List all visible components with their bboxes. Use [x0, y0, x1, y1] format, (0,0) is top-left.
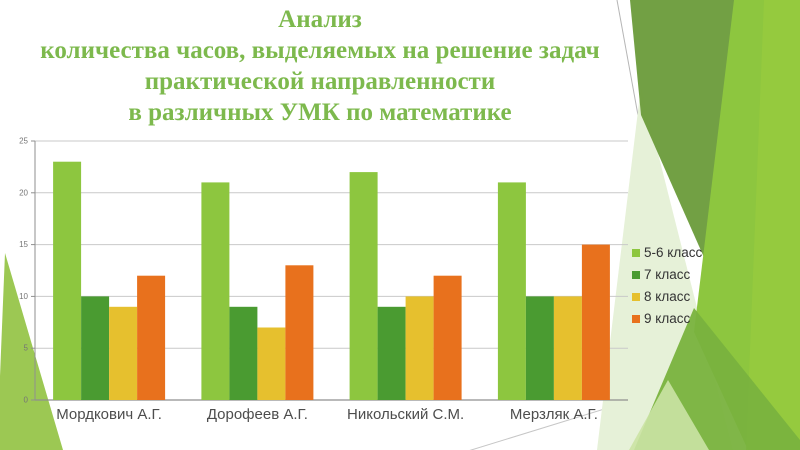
x-category-label: Мерзляк А.Г. [510, 406, 598, 423]
legend-marker-icon [632, 292, 640, 301]
slide-title-line: количества часов, выделяемых на решение … [40, 37, 600, 64]
y-tick-label: 10 [19, 292, 28, 301]
x-category-label: Мордкович А.Г. [56, 406, 162, 423]
legend-label: 5-6 класс [644, 245, 703, 260]
y-tick-label: 15 [19, 240, 28, 249]
bar-chart-plot: 0 5 10 15 20 25 Мордкович А.Г. Дорофеев А.Г. Ник… [19, 137, 628, 423]
bar-5-6 класс [53, 161, 82, 400]
bar-5-6 класс [497, 182, 526, 400]
bar-8 класс [109, 306, 138, 400]
legend-item: 9 класс [632, 311, 702, 326]
chart-legend: 5-6 класс 7 класс 8 класс 9 класс [632, 245, 702, 326]
bar-8 класс [553, 296, 582, 400]
slide-title-line: в различных УМК по математике [128, 99, 512, 126]
deco-triangle-bright [694, 0, 800, 450]
y-tick-label: 25 [19, 137, 28, 146]
bar-7 класс [229, 306, 258, 400]
bar-9 класс [433, 275, 462, 400]
slide-title: Анализ количества часов, выделяемых на р… [0, 4, 640, 128]
legend-label: 9 класс [644, 311, 691, 326]
bar-9 класс [285, 265, 314, 400]
legend-marker-icon [632, 314, 640, 323]
legend-marker-icon [632, 270, 640, 279]
bar-7 класс [81, 296, 110, 400]
deco-triangle-bright-overlay [746, 0, 800, 450]
bar-5-6 класс [201, 182, 230, 400]
legend-marker-icon [632, 248, 640, 257]
x-category-label: Дорофеев А.Г. [207, 406, 308, 423]
bar-8 класс [257, 327, 286, 400]
x-category-label: Никольский С.М. [347, 406, 464, 423]
bar-9 класс [137, 275, 166, 400]
slide-title-line: Анализ [278, 6, 362, 33]
legend-item: 7 класс [632, 267, 702, 282]
legend-item: 8 класс [632, 289, 702, 304]
deco-triangle-small [629, 380, 709, 450]
y-tick-label: 5 [24, 344, 29, 353]
bar-5-6 класс [349, 172, 378, 400]
bar-9 класс [581, 244, 610, 400]
y-tick-label: 0 [24, 396, 29, 405]
bar-8 класс [405, 296, 434, 400]
legend-label: 7 класс [644, 267, 691, 282]
bar-7 класс [525, 296, 554, 400]
legend-item: 5-6 класс [632, 245, 702, 260]
bar-7 класс [377, 306, 406, 400]
slide-title-line: практической направленности [144, 68, 496, 95]
y-tick-label: 20 [19, 188, 28, 197]
legend-label: 8 класс [644, 289, 691, 304]
deco-triangle-bottom [634, 308, 800, 450]
